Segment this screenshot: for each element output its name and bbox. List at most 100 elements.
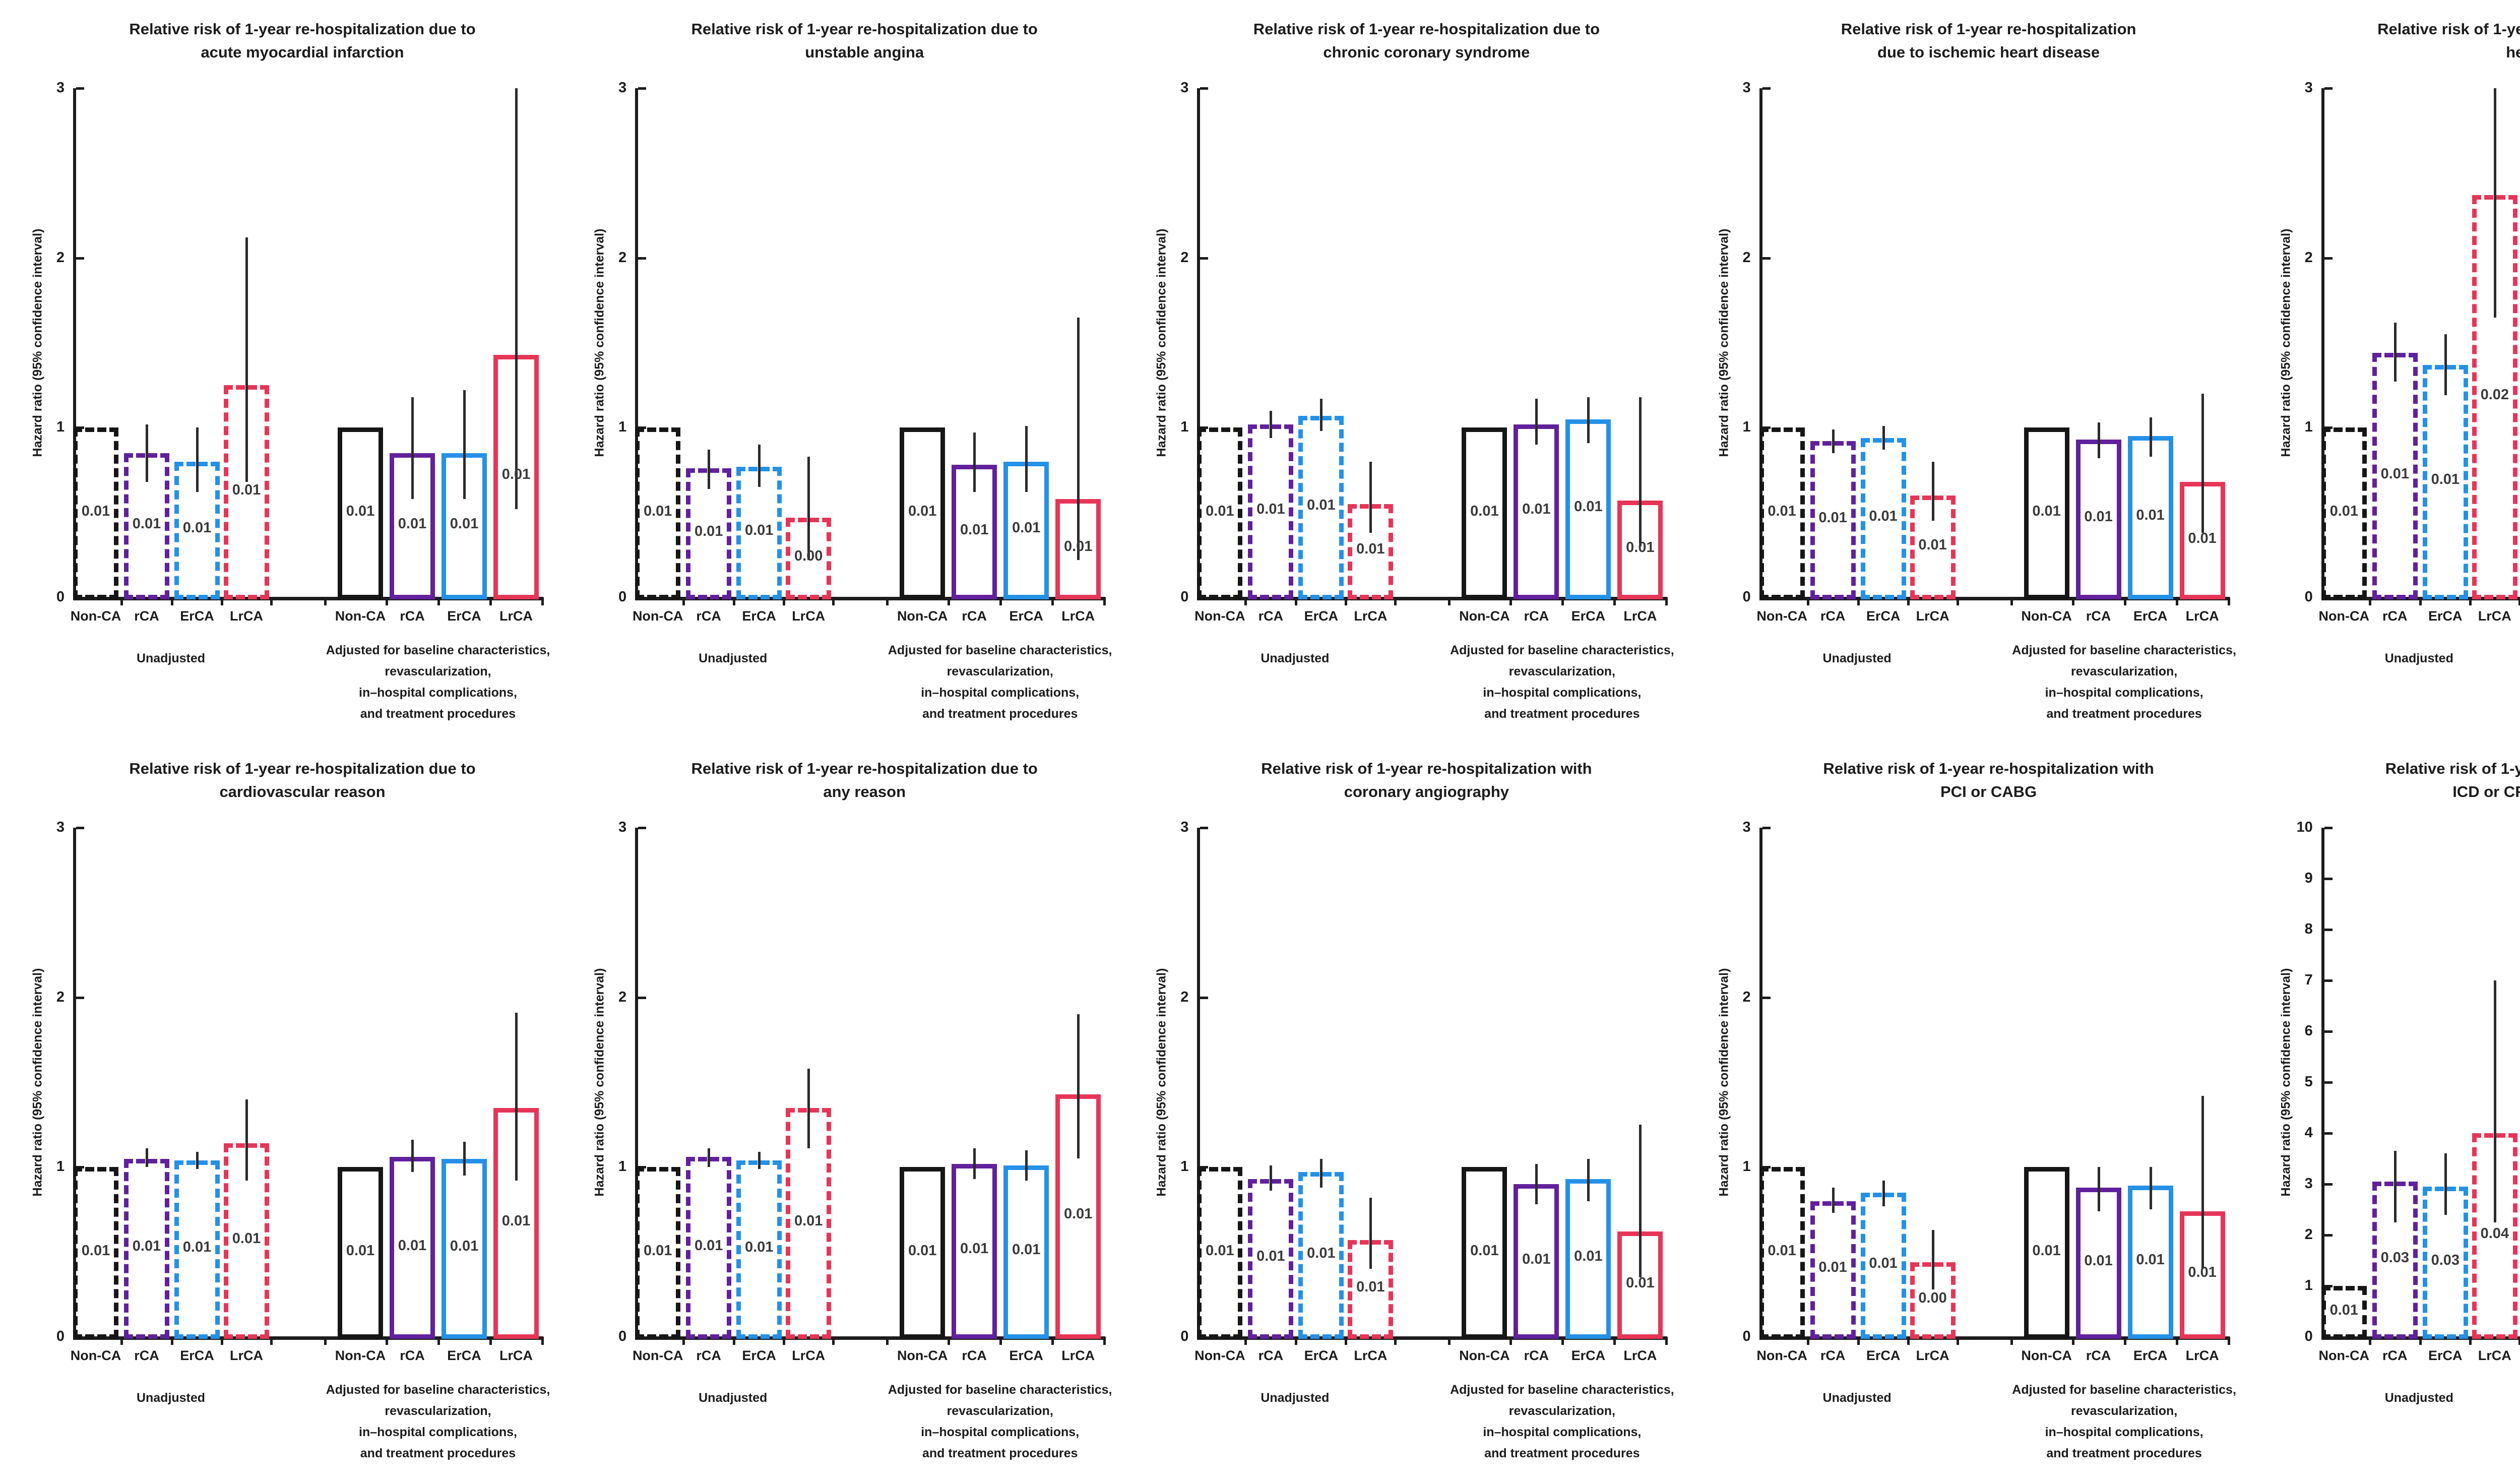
x-tick-mark [437, 1337, 440, 1345]
category-label: Non-CA [335, 608, 386, 624]
category-label: LrCA [2478, 608, 2511, 624]
x-tick-mark [2419, 1337, 2422, 1345]
chart-title: Relative risk of 1-year re-hospitalizati… [1261, 760, 1592, 777]
chart-title: Relative risk of 1-year re-hospitalizati… [1253, 20, 1600, 38]
adjusted-caption-line: revascularization, [385, 664, 491, 679]
confidence-interval-line [411, 397, 414, 499]
p-value-label: 0.03 [2431, 1252, 2460, 1269]
p-value-label: 0.01 [81, 503, 110, 519]
category-label: Non-CA [632, 608, 683, 624]
y-tick-mark [1762, 87, 1771, 90]
confidence-interval-line [463, 1141, 466, 1176]
y-axis-line [1197, 828, 1201, 1340]
y-tick-mark [2324, 257, 2333, 260]
x-tick-mark [1394, 1337, 1397, 1345]
x-axis-line [1197, 597, 1668, 600]
x-tick-mark [270, 1337, 273, 1345]
category-label: Non-CA [632, 1348, 683, 1363]
y-axis-line [1197, 88, 1201, 600]
p-value-label: 0.01 [1307, 1245, 1336, 1261]
chart-panel: Relative risk of 1-year re-hospitalizati… [562, 740, 1124, 1479]
p-value-label: 0.01 [232, 481, 261, 498]
p-value-label: 0.01 [182, 1239, 212, 1255]
x-tick-mark [386, 597, 388, 605]
chart-title: heart failure [2506, 43, 2520, 61]
adjusted-caption-line: and treatment procedures [360, 1446, 516, 1460]
adjusted-caption-line: Adjusted for baseline characteristics, [326, 643, 550, 657]
x-tick-mark [171, 1337, 173, 1345]
adjusted-caption-line: and treatment procedures [1484, 1446, 1640, 1460]
p-value-label: 0.01 [1626, 1274, 1655, 1291]
confidence-interval-line [973, 1148, 976, 1179]
y-tick-mark [1762, 827, 1771, 829]
p-value-label: 0.01 [1869, 1255, 1898, 1271]
category-label: ErCA [2133, 1348, 2168, 1363]
x-tick-mark [541, 597, 544, 605]
x-tick-mark [1295, 597, 1298, 605]
x-tick-mark [1665, 597, 1668, 605]
y-tick-label: 2 [56, 989, 65, 1005]
confidence-interval-line [2444, 1153, 2447, 1215]
y-tick-label: 3 [56, 80, 65, 96]
y-tick-mark [638, 996, 647, 999]
unadjusted-caption: Unadjusted [2384, 1391, 2453, 1405]
category-label: ErCA [1009, 608, 1043, 624]
y-tick-label: 0 [1180, 589, 1189, 605]
x-tick-mark [324, 597, 327, 605]
x-tick-mark [1244, 1337, 1247, 1345]
category-label: ErCA [1304, 1348, 1339, 1363]
confidence-interval-line [2097, 422, 2100, 458]
category-label: rCA [1820, 608, 1846, 624]
x-tick-mark [120, 597, 123, 605]
x-tick-mark [2227, 1337, 2230, 1345]
hazard-ratio-bar [1197, 427, 1243, 599]
category-label: rCA [2382, 608, 2408, 624]
y-axis-line [73, 828, 76, 1340]
y-tick-mark [1200, 87, 1209, 90]
chart-title: Relative risk of 1-year re-hospitalizati… [691, 20, 1038, 38]
x-tick-mark [1051, 1337, 1054, 1345]
x-tick-mark [1448, 597, 1451, 605]
x-tick-mark [1509, 1337, 1513, 1345]
p-value-label: 0.01 [2329, 503, 2359, 519]
x-tick-mark [1665, 1337, 1668, 1345]
x-tick-mark [1103, 1337, 1106, 1345]
x-tick-mark [733, 597, 736, 605]
x-tick-mark [1956, 1337, 1959, 1345]
confidence-interval-line [146, 424, 148, 482]
y-tick-mark [2324, 979, 2333, 982]
chart-title: any reason [823, 783, 906, 800]
x-tick-mark [2123, 597, 2126, 605]
x-tick-mark [1806, 1337, 1809, 1345]
y-tick-mark [2324, 1183, 2333, 1186]
x-tick-mark [2518, 1337, 2520, 1345]
y-tick-mark [2324, 827, 2333, 829]
hazard-ratio-bar [1197, 1167, 1243, 1339]
p-value-label: 0.01 [450, 515, 479, 532]
p-value-label: 0.01 [398, 1237, 427, 1254]
y-tick-label: 8 [2304, 921, 2313, 937]
x-tick-mark [2227, 597, 2230, 605]
adjusted-caption-line: and treatment procedures [2046, 1446, 2202, 1460]
confidence-interval-line [708, 1148, 711, 1167]
p-value-label: 0.01 [2136, 507, 2165, 524]
y-tick-label: 0 [1180, 1328, 1189, 1344]
x-tick-mark [886, 597, 889, 605]
confidence-interval-line [1320, 1158, 1323, 1188]
category-label: ErCA [1571, 608, 1606, 624]
x-tick-mark [1857, 1337, 1860, 1345]
y-tick-label: 1 [2304, 419, 2313, 436]
x-tick-mark [1907, 597, 1910, 605]
adjusted-caption-line: in–hospital complications, [2045, 1425, 2203, 1439]
p-value-label: 0.01 [2188, 530, 2217, 546]
x-tick-mark [1244, 597, 1247, 605]
category-label: rCA [1258, 1348, 1284, 1363]
confidence-interval-line [807, 1069, 810, 1149]
y-axis-line [2321, 88, 2324, 600]
y-tick-label: 6 [2304, 1023, 2313, 1039]
category-label: ErCA [447, 1348, 481, 1363]
chart-title: cardiovascular reason [219, 783, 386, 800]
p-value-label: 0.01 [744, 1239, 774, 1255]
category-label: LrCA [1354, 1348, 1388, 1363]
x-tick-mark [324, 1337, 327, 1345]
